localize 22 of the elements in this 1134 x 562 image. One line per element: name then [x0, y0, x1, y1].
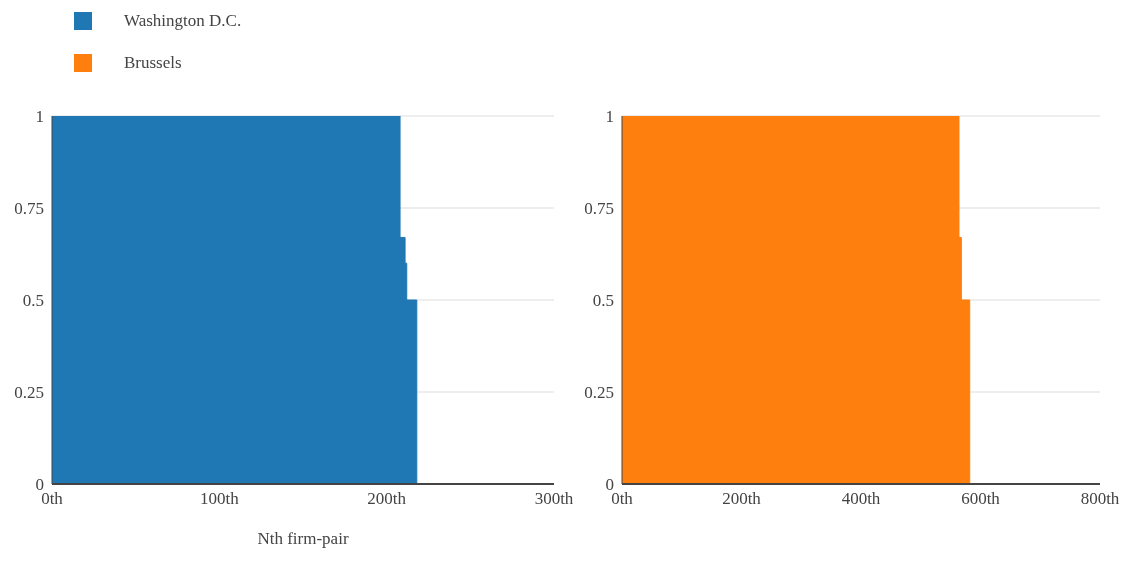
x-tick-label: 300th	[534, 489, 574, 509]
y-tick-label: 0	[35, 475, 44, 495]
x-axis-title: Nth firm-pair	[257, 529, 349, 548]
legend-label: Brussels	[124, 53, 182, 73]
y-tick-label: 0.25	[584, 383, 614, 403]
y-tick-label: 1	[35, 107, 44, 127]
x-tick-label: 200th	[722, 489, 762, 509]
y-tick-label: 1	[605, 107, 614, 127]
x-tick-label: 400th	[841, 489, 881, 509]
y-tick-label: 0.75	[584, 199, 614, 219]
x-tick-label: 100th	[199, 489, 240, 509]
x-tick-label: 0th	[41, 489, 64, 509]
x-tick-label: 0th	[611, 489, 634, 509]
y-tick-label: 0.75	[14, 199, 44, 219]
y-tick-label: 0.25	[14, 383, 44, 403]
y-tick-label: 0	[605, 475, 614, 495]
x-tick-label: 800th	[1080, 489, 1120, 509]
y-tick-label: 0.5	[592, 291, 614, 311]
y-tick-label: 0.5	[22, 291, 44, 311]
x-tick-label: 200th	[367, 489, 407, 509]
x-tick-label: 600th	[961, 489, 1001, 509]
legend-label: Washington D.C.	[124, 11, 242, 31]
